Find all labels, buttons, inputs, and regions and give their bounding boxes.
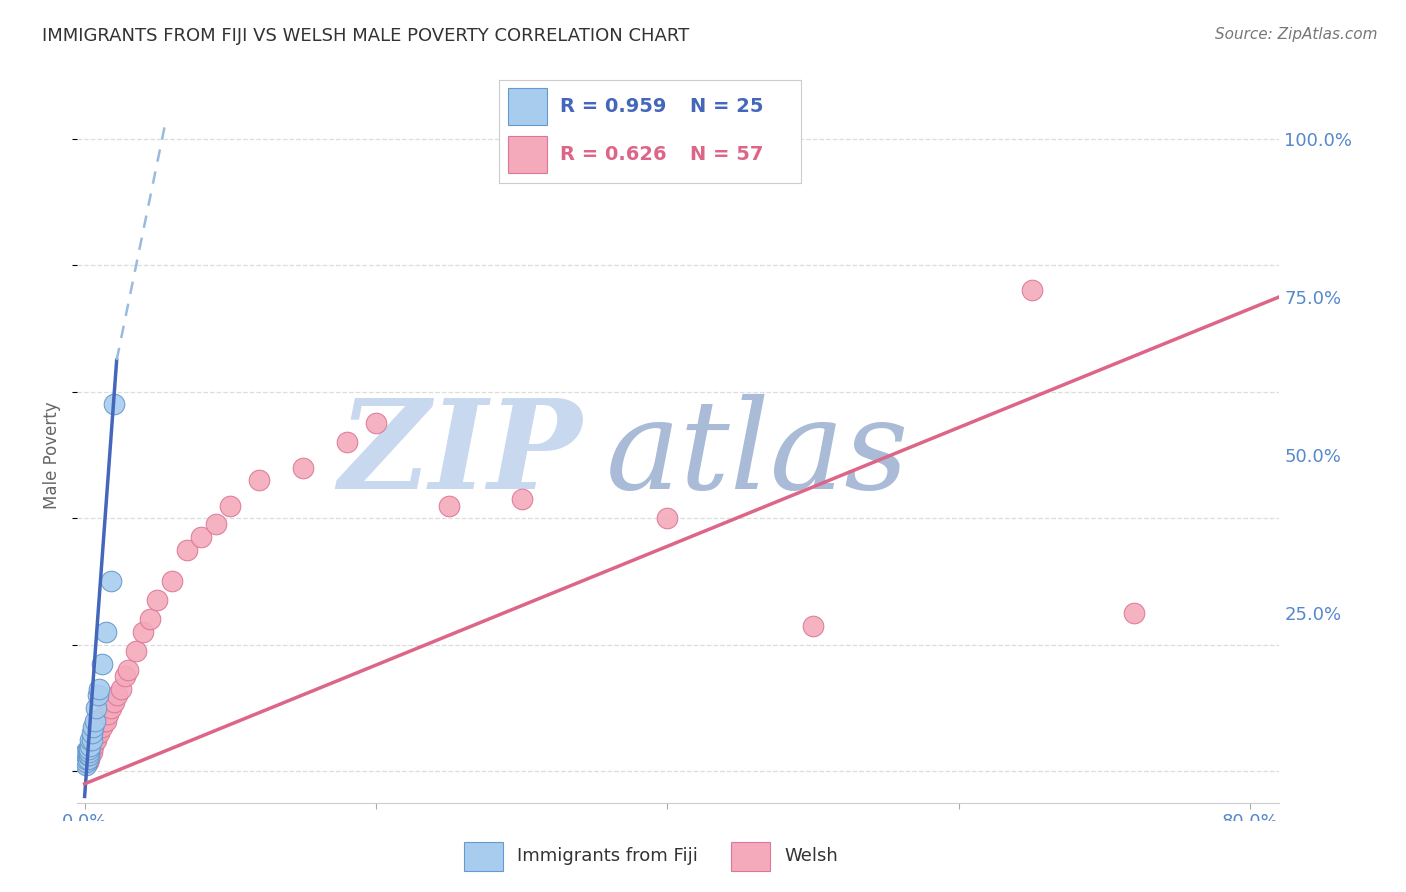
Point [77,745,100,759]
Point [96,714,118,728]
Point [84,732,107,747]
Point [89,720,111,734]
Point [132,625,155,640]
Point [146,593,169,607]
Point [1122,606,1144,620]
Point [176,542,198,557]
Point [94,707,117,722]
Text: N = 25: N = 25 [689,97,763,117]
Point [139,612,162,626]
Point [76,745,98,759]
Point [110,681,132,696]
Bar [464,842,503,871]
Point [79,745,101,759]
Point [75,751,97,765]
Point [76,748,98,763]
Point [657,511,679,525]
Point [89,681,111,696]
Point [93,714,115,728]
Point [96,625,118,640]
Point [801,618,824,632]
Point [76,751,98,765]
Point [87,720,110,734]
Point [77,748,100,763]
Point [364,417,387,431]
Point [91,720,114,734]
Point [79,739,101,753]
Point [82,720,104,734]
Text: Welsh: Welsh [785,847,838,865]
Point [117,663,139,677]
Point [77,751,100,765]
Point [82,732,104,747]
Text: IMMIGRANTS FROM FIJI VS WELSH MALE POVERTY CORRELATION CHART: IMMIGRANTS FROM FIJI VS WELSH MALE POVER… [42,27,689,45]
Point [80,726,103,740]
Point [83,726,105,740]
Point [79,739,101,753]
Point [76,748,98,763]
Point [437,499,460,513]
Point [77,742,100,756]
Point [80,732,103,747]
Point [105,688,128,702]
Point [75,748,97,763]
Point [75,745,97,759]
Point [1021,284,1043,298]
Point [91,657,114,671]
Point [75,755,97,769]
Point [336,435,359,450]
Point [100,574,122,589]
Point [90,714,112,728]
Point [79,732,101,747]
Point [76,751,98,765]
Point [80,739,103,753]
Text: R = 0.959: R = 0.959 [560,97,666,117]
Point [77,742,100,756]
Point [124,644,146,658]
Point [249,473,271,487]
Point [204,517,226,532]
Point [510,492,533,507]
Point [76,742,98,756]
Point [103,397,125,411]
Bar [731,842,770,871]
Point [77,748,100,763]
Point [82,739,104,753]
Text: atlas: atlas [606,394,910,516]
Point [75,748,97,763]
Point [100,701,122,715]
Point [103,695,125,709]
Bar [508,136,547,173]
Point [77,745,100,759]
Point [80,732,103,747]
Point [75,745,97,759]
Text: Source: ZipAtlas.com: Source: ZipAtlas.com [1215,27,1378,42]
Text: Immigrants from Fiji: Immigrants from Fiji [517,847,699,865]
Point [87,688,110,702]
Point [80,745,103,759]
Point [76,755,98,769]
Point [79,748,101,763]
Point [76,745,98,759]
Point [75,751,97,765]
Text: ZIP: ZIP [339,394,582,516]
Point [97,707,120,722]
Point [114,669,136,683]
Point [160,574,183,589]
Point [89,726,111,740]
Y-axis label: Male Poverty: Male Poverty [44,401,62,508]
Point [190,530,212,544]
Point [84,701,107,715]
Point [83,714,105,728]
Point [219,499,242,513]
Point [83,732,105,747]
Text: N = 57: N = 57 [689,145,763,163]
Point [292,460,315,475]
Text: R = 0.626: R = 0.626 [560,145,666,163]
Bar [508,88,547,126]
Point [75,757,97,772]
Point [84,726,107,740]
